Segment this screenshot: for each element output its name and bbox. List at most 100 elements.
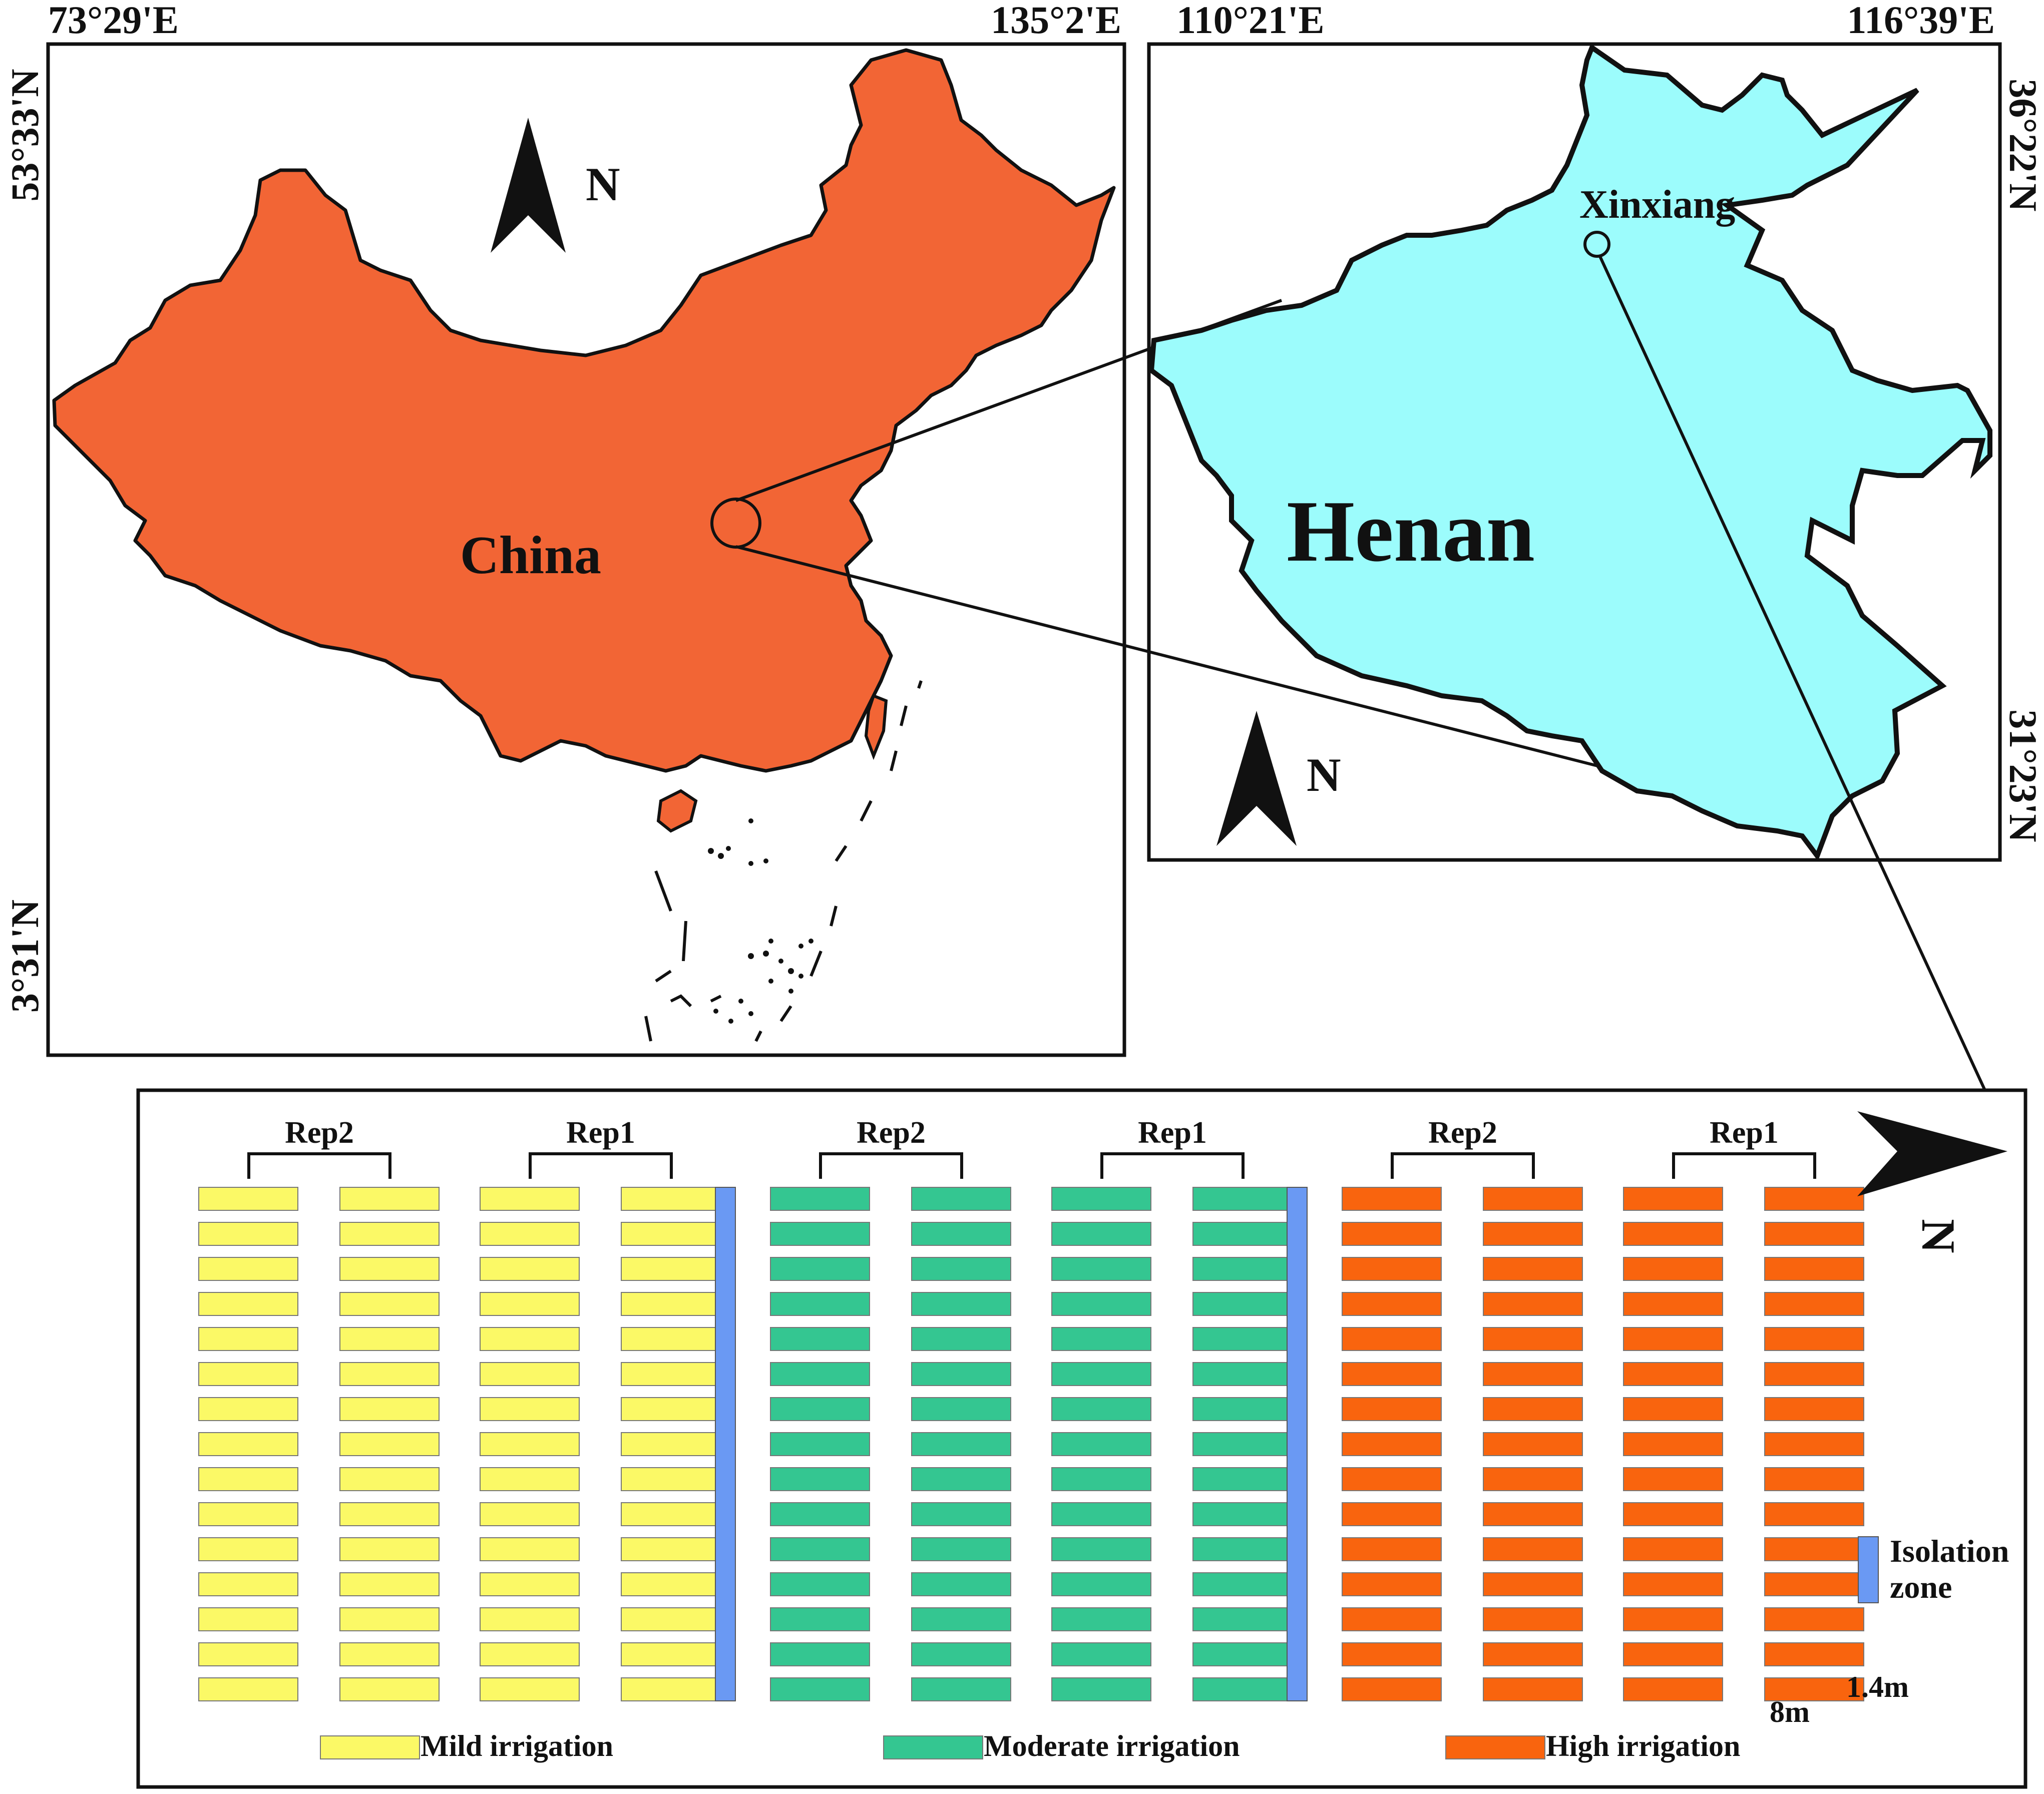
plot-mild bbox=[339, 1642, 440, 1666]
plot-high bbox=[1342, 1467, 1442, 1491]
plot-moderate bbox=[1051, 1187, 1151, 1211]
plot-mild bbox=[621, 1467, 721, 1491]
plot-moderate bbox=[1192, 1677, 1293, 1701]
plot-mild bbox=[339, 1467, 440, 1491]
plot-high bbox=[1764, 1467, 1864, 1491]
plot-mild bbox=[621, 1257, 721, 1281]
island-dots bbox=[708, 818, 813, 1024]
plot-mild bbox=[621, 1187, 721, 1211]
plot-mild bbox=[480, 1187, 580, 1211]
plot-high bbox=[1342, 1362, 1442, 1386]
rep-bracket bbox=[819, 1152, 963, 1179]
isolation-zone-strip bbox=[1287, 1187, 1308, 1701]
plot-mild bbox=[621, 1327, 721, 1351]
plot-mild bbox=[198, 1292, 298, 1316]
plot-mild bbox=[621, 1397, 721, 1421]
plot-moderate bbox=[1192, 1397, 1293, 1421]
plot-moderate bbox=[1051, 1572, 1151, 1596]
plot-mild bbox=[198, 1677, 298, 1701]
plot-moderate bbox=[1051, 1467, 1151, 1491]
plot-moderate bbox=[1192, 1607, 1293, 1631]
plot-high bbox=[1483, 1187, 1583, 1211]
plot-mild bbox=[339, 1362, 440, 1386]
plot-mild bbox=[198, 1572, 298, 1596]
plot-mild bbox=[621, 1432, 721, 1456]
plot-mild bbox=[480, 1222, 580, 1246]
plot-moderate bbox=[770, 1467, 870, 1491]
plot-moderate bbox=[911, 1187, 1011, 1211]
plot-mild bbox=[339, 1257, 440, 1281]
plot-mild bbox=[339, 1222, 440, 1246]
plot-high bbox=[1764, 1222, 1864, 1246]
plot-moderate bbox=[911, 1432, 1011, 1456]
plot-mild bbox=[339, 1397, 440, 1421]
plot-high bbox=[1623, 1677, 1723, 1701]
plot-moderate bbox=[770, 1292, 870, 1316]
plot-high bbox=[1483, 1362, 1583, 1386]
plot-grid bbox=[198, 1187, 1864, 1701]
legend-swatch-moderate bbox=[883, 1735, 983, 1759]
plot-mild bbox=[480, 1327, 580, 1351]
plot-high bbox=[1623, 1467, 1723, 1491]
legend-label-moderate: Moderate irrigation bbox=[984, 1729, 1240, 1762]
plot-mild bbox=[339, 1537, 440, 1561]
plot-high bbox=[1342, 1397, 1442, 1421]
rep-bracket bbox=[247, 1152, 391, 1179]
plot-mild bbox=[480, 1642, 580, 1666]
plot-mild bbox=[339, 1327, 440, 1351]
plot-high bbox=[1483, 1502, 1583, 1526]
plot-high bbox=[1764, 1642, 1864, 1666]
plot-high bbox=[1764, 1607, 1864, 1631]
legend-swatch-mild bbox=[320, 1735, 420, 1759]
plot-high bbox=[1342, 1292, 1442, 1316]
henan-panel-frame bbox=[1147, 42, 2002, 862]
plot-high bbox=[1764, 1257, 1864, 1281]
plot-moderate bbox=[911, 1292, 1011, 1316]
plot-moderate bbox=[1051, 1502, 1151, 1526]
plot-high bbox=[1483, 1222, 1583, 1246]
plot-mild bbox=[621, 1292, 721, 1316]
henan-label: Henan bbox=[1287, 483, 1535, 580]
plot-high bbox=[1623, 1257, 1723, 1281]
plot-high bbox=[1764, 1502, 1864, 1526]
plot-moderate bbox=[770, 1537, 870, 1561]
plot-moderate bbox=[1051, 1432, 1151, 1456]
plot-mild bbox=[198, 1432, 298, 1456]
plot-moderate bbox=[770, 1502, 870, 1526]
plot-mild bbox=[621, 1572, 721, 1596]
field-north-arrow: N bbox=[1857, 1111, 2007, 1253]
plot-moderate bbox=[911, 1572, 1011, 1596]
plot-high bbox=[1623, 1642, 1723, 1666]
plot-mild bbox=[480, 1397, 580, 1421]
plot-moderate bbox=[1192, 1432, 1293, 1456]
plot-high bbox=[1483, 1677, 1583, 1701]
plot-high bbox=[1623, 1187, 1723, 1211]
coord-henan-top-right: 116°39'E bbox=[1847, 0, 1995, 42]
plot-moderate bbox=[1051, 1257, 1151, 1281]
plot-mild bbox=[339, 1502, 440, 1526]
plot-moderate bbox=[911, 1677, 1011, 1701]
plot-high bbox=[1623, 1607, 1723, 1631]
plot-mild bbox=[621, 1607, 721, 1631]
plot-mild bbox=[198, 1537, 298, 1561]
plot-high bbox=[1483, 1292, 1583, 1316]
plot-moderate bbox=[1192, 1467, 1293, 1491]
china-north-label: N bbox=[586, 158, 620, 211]
coord-henan-right-bottom: 31°23'N bbox=[2001, 709, 2044, 842]
plot-moderate bbox=[770, 1607, 870, 1631]
plot-high bbox=[1623, 1502, 1723, 1526]
plot-high bbox=[1342, 1327, 1442, 1351]
plot-mild bbox=[198, 1327, 298, 1351]
plot-high bbox=[1342, 1642, 1442, 1666]
xinxiang-label: Xinxiang bbox=[1579, 183, 1735, 227]
plot-high bbox=[1764, 1327, 1864, 1351]
plot-moderate bbox=[770, 1362, 870, 1386]
plot-high bbox=[1764, 1677, 1864, 1701]
plot-mild bbox=[480, 1572, 580, 1596]
field-layout-panel: Rep2 Rep1 Rep2 Rep1 Rep2 Rep1 N Isolation zon… bbox=[136, 1088, 2027, 1789]
plot-moderate bbox=[1192, 1187, 1293, 1211]
plot-high bbox=[1764, 1572, 1864, 1596]
south-china-sea-islands bbox=[644, 680, 923, 1042]
isolation-zone-label-line1: Isolation bbox=[1890, 1533, 2009, 1569]
plot-high bbox=[1483, 1397, 1583, 1421]
